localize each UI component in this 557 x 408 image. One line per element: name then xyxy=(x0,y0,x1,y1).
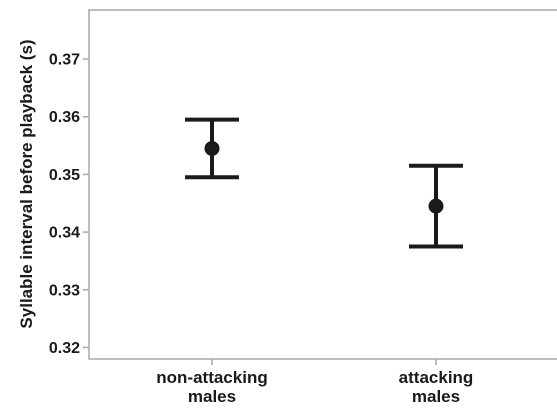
y-axis-ticks: 0.32 0.33 0.34 0.35 0.36 0.37 xyxy=(49,52,89,357)
y-axis-label: Syllable interval before playback (s) xyxy=(17,39,36,328)
plot-frame xyxy=(88,9,557,360)
y-tick-label: 0.36 xyxy=(49,109,80,126)
mean-point xyxy=(204,140,220,156)
y-tick-label: 0.35 xyxy=(49,167,80,184)
mean-point xyxy=(428,198,444,214)
y-tick-label: 0.34 xyxy=(49,225,80,242)
y-tick-label: 0.33 xyxy=(49,282,80,299)
x-category-label: males xyxy=(412,387,460,406)
y-tick-label: 0.37 xyxy=(49,52,80,69)
x-category-label: non-attacking xyxy=(156,368,267,387)
y-tick-label: 0.32 xyxy=(49,340,80,357)
x-category-label: males xyxy=(188,387,236,406)
x-category-label: attacking xyxy=(399,368,474,387)
error-bar-marks xyxy=(185,117,463,249)
